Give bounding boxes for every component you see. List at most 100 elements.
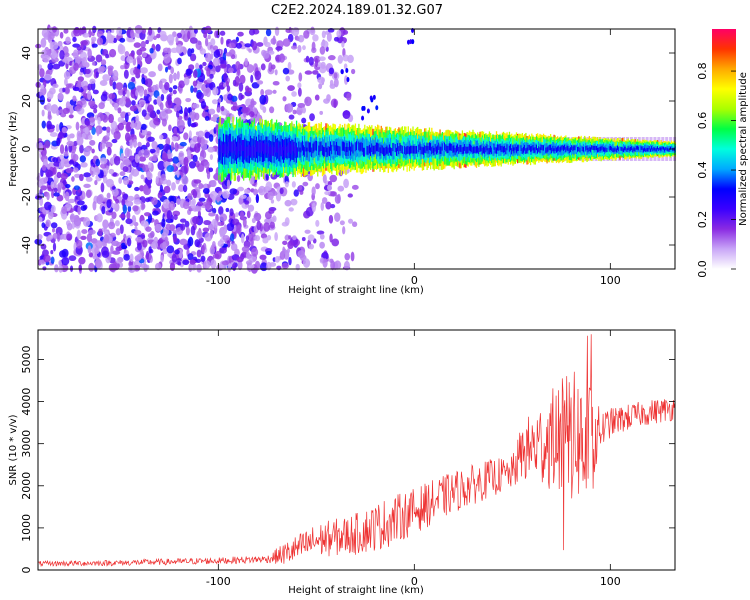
heatmap-cell [83,183,91,189]
heatmap-cell [293,189,299,197]
heatmap-cell [183,132,189,140]
heatmap-cell [163,53,171,64]
heatmap-cell [188,236,194,247]
heatmap-cell [52,242,57,252]
heatmap-cell [171,182,176,191]
heatmap-cell [75,121,80,131]
heatmap-cell [447,145,449,154]
heatmap-cell [560,145,562,151]
heatmap-cell [101,205,106,215]
heatmap-cell [270,199,275,204]
heatmap-cell [80,28,86,35]
heatmap-cell [589,147,592,152]
heatmap-cell [634,148,636,152]
heatmap-cell [236,67,241,76]
heatmap-cell [380,144,382,154]
heatmap-cell [84,120,91,126]
heatmap-cell [285,103,294,113]
heatmap-cell [273,147,275,158]
heatmap-cell [287,240,294,250]
heatmap-cell [208,212,216,217]
heatmap-cell [230,243,238,251]
heatmap-cell [260,142,262,154]
heatmap-cell [575,147,578,153]
heatmap-cell [236,175,241,183]
heatmap-cell [226,179,231,190]
heatmap-cell [44,201,52,211]
heatmap-cell [284,217,290,226]
heatmap-cell [196,263,202,273]
heatmap-cell [96,168,100,174]
heatmap-cell [371,143,373,153]
heatmap-cell [407,145,409,154]
heatmap-cell [265,173,269,181]
heatmap-cell [241,140,244,163]
heatmap-cell [257,140,259,152]
heatmap-cell [124,112,129,123]
heatmap-cell [307,141,309,162]
heatmap-cell [327,180,333,186]
heatmap-cell [562,145,565,151]
heatmap-cell [183,76,190,86]
heatmap-cell [131,215,137,225]
heatmap-cell [220,145,222,157]
heatmap-cell [139,185,145,192]
heatmap-cell [42,54,50,63]
heatmap-cell [38,216,43,223]
heatmap-cell [212,207,217,214]
heatmap-cell [125,122,132,133]
heatmap-cell [571,145,573,156]
heatmap-cell [340,69,344,75]
heatmap-cell [406,146,408,155]
heatmap-cell [79,155,87,163]
heatmap-cell [175,36,179,44]
heatmap-cell [88,229,96,235]
heatmap-cell [302,45,306,51]
heatmap-cell [333,141,335,151]
heatmap-cell [245,260,253,266]
heatmap-cell [281,146,284,158]
heatmap-cell [123,253,131,261]
heatmap-cell [156,33,161,39]
heatmap-cell [88,100,96,107]
heatmap-cell [95,240,104,249]
heatmap-cell [133,229,142,236]
colorbar: 0.0 0.2 0.4 0.6 0.8 Normalized spectral ampl… [696,29,749,278]
heatmap-cell [488,141,491,154]
heatmap-cell [200,255,206,263]
spectrogram-y-tick-label: 20 [20,94,33,108]
heatmap-cell [171,253,177,263]
heatmap-cell [621,147,623,152]
heatmap-cell [68,160,75,165]
heatmap-cell [299,147,301,158]
colorbar-gradient [712,29,736,269]
heatmap-cell [305,141,307,152]
heatmap-cell [268,209,275,214]
heatmap-cell [269,106,275,114]
heatmap-cell [505,147,507,154]
colorbar-tick-label: 0.8 [696,62,709,80]
heatmap-cell [132,205,139,212]
heatmap-cell [207,34,211,40]
heatmap-cell [68,114,74,119]
heatmap-cell [646,147,648,152]
heatmap-cell [342,226,346,235]
heatmap-cell [53,187,58,193]
heatmap-cell [264,41,271,48]
heatmap-cell [189,37,198,44]
heatmap-cell [190,200,196,209]
heatmap-cell [299,190,304,195]
heatmap-cell [406,39,410,45]
heatmap-cell [322,174,327,184]
heatmap-cell [324,190,331,196]
heatmap-cell [239,211,245,221]
heatmap-cell [41,120,46,129]
heatmap-cell [117,122,125,131]
heatmap-cell [494,147,496,154]
heatmap-cell [89,78,96,84]
heatmap-cell [269,262,277,267]
heatmap-cell [334,260,342,270]
heatmap-cell [140,123,147,130]
heatmap-cell [488,147,491,155]
heatmap-cell [288,114,295,120]
